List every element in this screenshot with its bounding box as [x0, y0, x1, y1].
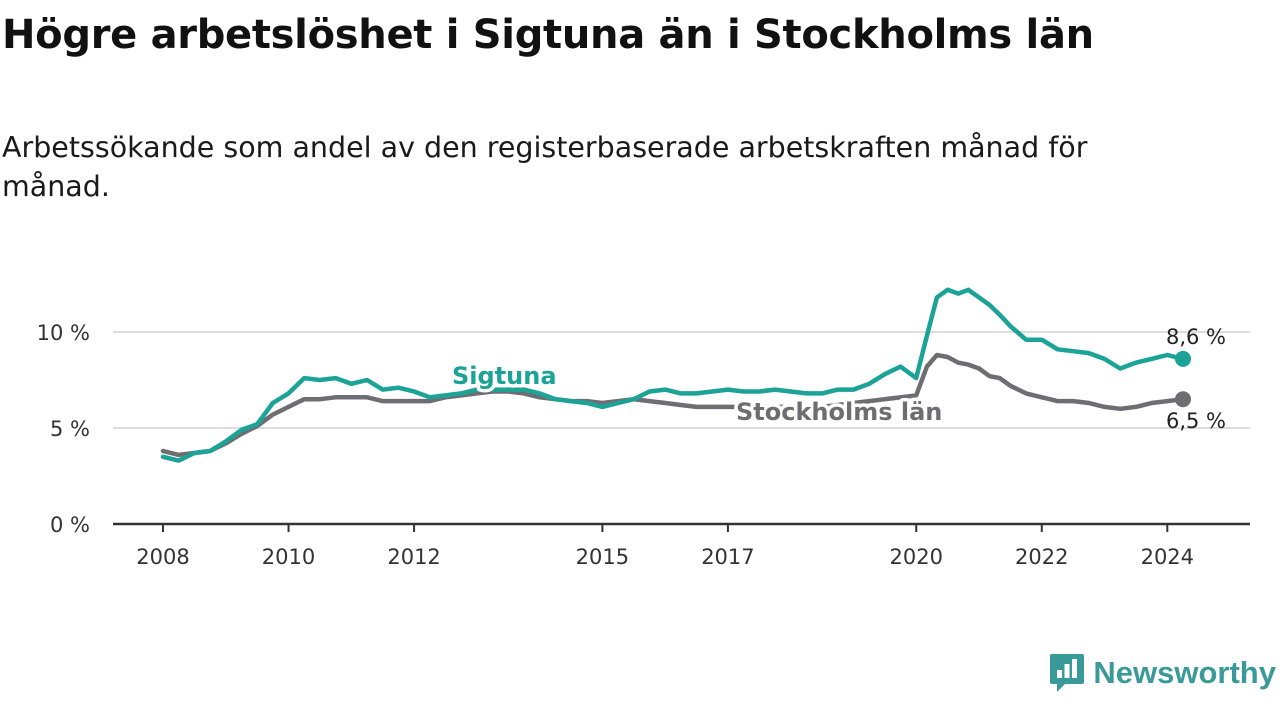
- series-line-sigtuna: [160, 287, 1186, 463]
- y-tick-label: 5 %: [50, 417, 90, 441]
- newsworthy-logo: Newsworthy: [1049, 652, 1276, 694]
- series-line-stockholm: [160, 352, 1186, 458]
- series-end-marker: [1175, 391, 1191, 408]
- series-end-marker: [1175, 350, 1191, 367]
- x-tick-label: 2008: [136, 545, 189, 569]
- y-tick-label: 0 %: [50, 513, 90, 537]
- chart-title: Högre arbetslöshet i Sigtuna än i Stockh…: [2, 12, 1094, 58]
- x-tick-label: 2015: [576, 545, 629, 569]
- x-tick-label: 2024: [1141, 545, 1194, 569]
- axes: 0 % 5 % 10 % 2008 2010 2012 2015 2017 2020 2022 20…: [37, 321, 1250, 569]
- newsworthy-logo-icon: [1050, 654, 1085, 692]
- series-label-sigtuna-halo: Sigtuna: [452, 362, 557, 390]
- series-label-stockholm-halo: Stockholms län: [736, 398, 942, 426]
- end-value-label-stockholm: 6,5 %: [1166, 409, 1226, 433]
- x-tick-label: 2017: [701, 545, 754, 569]
- x-tick-label: 2012: [387, 545, 440, 569]
- newsworthy-logo-text: Newsworthy: [1093, 655, 1276, 690]
- y-tick-label: 10 %: [37, 321, 90, 345]
- series-lines: [160, 287, 1191, 463]
- x-tick-label: 2010: [262, 545, 315, 569]
- series-label-stockholm: Stockholms län: [736, 398, 942, 426]
- chart-subtitle: Arbetssökande som andel av den registerb…: [2, 131, 1088, 203]
- end-value-label-sigtuna: 8,6 %: [1166, 325, 1226, 349]
- x-tick-label: 2020: [890, 545, 943, 569]
- gridlines: [113, 331, 1250, 429]
- series-label-sigtuna: Sigtuna: [452, 362, 557, 390]
- x-tick-label: 2022: [1015, 545, 1068, 569]
